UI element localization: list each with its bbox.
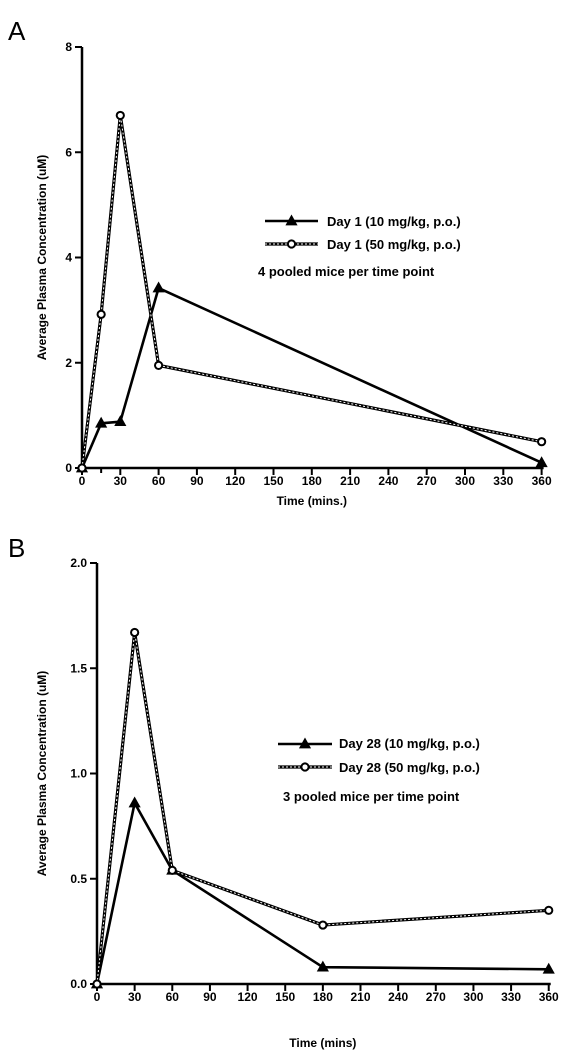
data-point-triangle — [95, 416, 108, 428]
x-tick-label: 180 — [302, 474, 322, 488]
x-tick-label: 90 — [203, 990, 217, 1004]
panel-letter: B — [8, 533, 25, 563]
data-point-circle — [300, 762, 310, 772]
legend: Day 28 (10 mg/kg, p.o.) Day 28 (50 mg/kg… — [278, 736, 480, 804]
legend-label: Day 28 (10 mg/kg, p.o.) — [339, 736, 480, 751]
x-tick-label: 90 — [190, 474, 204, 488]
y-tick-label: 8 — [65, 40, 72, 54]
data-point-circle — [537, 437, 547, 447]
y-tick-label: 1.5 — [70, 661, 87, 675]
data-point-circle — [115, 110, 125, 121]
series-line — [95, 630, 549, 985]
y-axis-title: Average Plasma Concentration (uM) — [35, 671, 49, 877]
x-tick-label: 120 — [225, 474, 245, 488]
x-tick-label: 360 — [532, 474, 552, 488]
data-point-triangle — [316, 960, 329, 972]
data-point-circle — [77, 463, 87, 473]
x-tick-label: 60 — [152, 474, 166, 488]
y-tick-label: 2 — [65, 356, 72, 370]
x-tick-label: 240 — [388, 990, 408, 1004]
data-point-triangle — [285, 214, 298, 226]
series-line-dots — [96, 632, 549, 985]
x-tick-label: 60 — [166, 990, 180, 1004]
y-tick-label: 6 — [65, 145, 72, 159]
series-layer — [75, 110, 548, 473]
x-axis-title: Time (mins.) — [277, 494, 347, 508]
x-tick-label: 330 — [493, 474, 513, 488]
data-point-triangle — [128, 796, 141, 808]
data-point-triangle — [298, 737, 312, 749]
y-tick-label: 1.0 — [70, 767, 87, 781]
data-point-circle — [96, 309, 106, 319]
x-tick-label: 210 — [340, 474, 360, 488]
data-point-triangle — [542, 962, 555, 974]
y-axis-title: Average Plasma Concentration (uM) — [35, 155, 49, 361]
data-point-circle — [544, 905, 554, 915]
legend-label: Day 1 (50 mg/kg, p.o.) — [327, 237, 461, 252]
data-point-circle — [92, 979, 102, 989]
x-tick-label: 360 — [539, 990, 559, 1004]
x-tick-label: 300 — [455, 474, 475, 488]
legend-label: Day 1 (10 mg/kg, p.o.) — [327, 214, 461, 229]
x-tick-label: 210 — [350, 990, 370, 1004]
legend: Day 1 (10 mg/kg, p.o.) Day 1 (50 mg/kg, … — [258, 214, 461, 279]
data-point-triangle — [114, 415, 127, 427]
y-tick-label: 4 — [65, 251, 72, 265]
legend-entry: Day 1 (50 mg/kg, p.o.) — [265, 237, 461, 252]
annotation-note: 3 pooled mice per time point — [283, 789, 460, 804]
y-tick-label: 0.5 — [70, 872, 87, 886]
x-tick-label: 30 — [114, 474, 128, 488]
data-point-circle — [318, 920, 328, 930]
x-tick-label: 270 — [417, 474, 437, 488]
panel-b: B 0 30 60 90 120 150 180 210 240 270 300 330 3600.00… — [8, 533, 559, 1050]
x-tick-label: 0 — [79, 474, 86, 488]
x-tick-label: 30 — [128, 990, 142, 1004]
legend-entry: Day 28 (10 mg/kg, p.o.) — [278, 736, 480, 751]
x-tick-label: 150 — [275, 990, 295, 1004]
legend-entry: Day 1 (10 mg/kg, p.o.) — [265, 214, 461, 229]
series-line-dots — [81, 115, 542, 469]
panel-a: A 0 30 60 90 120 150 180 210 240 270 300 330 360 0 2 4 6… — [8, 16, 552, 508]
x-tick-label: 0 — [94, 990, 101, 1004]
data-point-triangle — [535, 456, 548, 468]
x-tick-label: 270 — [426, 990, 446, 1004]
x-tick-label: 300 — [463, 990, 483, 1004]
y-tick-label: 0.0 — [70, 977, 87, 991]
series-layer — [90, 627, 555, 989]
x-tick-label: 330 — [501, 990, 521, 1004]
y-tick-label: 0 — [65, 461, 72, 475]
x-tick-label: 120 — [238, 990, 258, 1004]
annotation-note: 4 pooled mice per time point — [258, 264, 435, 279]
data-point-triangle — [152, 281, 165, 293]
axes: 0 30 60 90 120 150 180 210 240 270 300 330 360 0 2 4 6 8 — [65, 40, 552, 488]
axes: 0 30 60 90 120 150 180 210 240 270 300 330 360 0.0 0.5… — [70, 556, 559, 1004]
data-point-circle — [167, 865, 177, 875]
x-tick-label: 240 — [378, 474, 398, 488]
x-axis-title: Time (mins) — [289, 1036, 356, 1050]
legend-entry: Day 28 (50 mg/kg, p.o.) — [278, 760, 480, 775]
y-tick-label: 2.0 — [70, 556, 87, 570]
data-point-circle — [286, 239, 297, 249]
data-point-circle — [154, 360, 164, 370]
data-point-circle — [130, 627, 140, 638]
x-tick-label: 150 — [263, 474, 283, 488]
x-tick-label: 180 — [313, 990, 333, 1004]
panel-letter: A — [8, 16, 26, 46]
series-line — [80, 113, 542, 469]
legend-label: Day 28 (50 mg/kg, p.o.) — [339, 760, 480, 775]
